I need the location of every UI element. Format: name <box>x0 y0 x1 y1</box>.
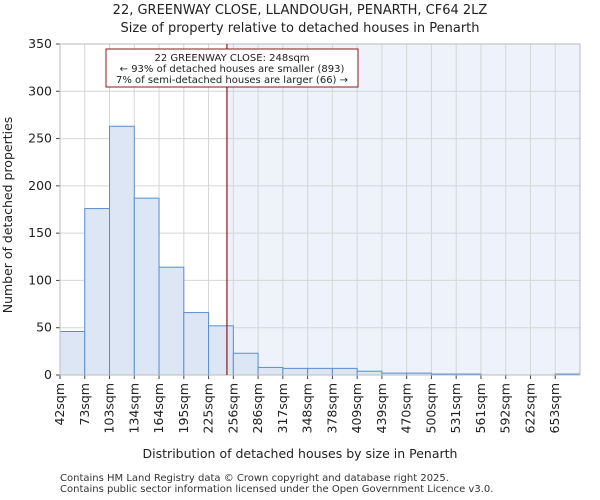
annotation-line-1: 22 GREENWAY CLOSE: 248sqm <box>154 53 309 64</box>
x-tick-label: 409sqm <box>349 383 364 433</box>
footer-line-1: Contains HM Land Registry data © Crown c… <box>60 473 449 484</box>
bars <box>59 125 581 376</box>
plot-frame <box>59 43 581 376</box>
x-tick-label: 531sqm <box>448 383 463 433</box>
y-tick-label: 100 <box>28 272 52 287</box>
annotation-line-2: ← 93% of detached houses are smaller (89… <box>120 64 345 75</box>
y-tick-label: 150 <box>28 225 52 240</box>
x-tick-label: 42sqm <box>52 383 67 426</box>
x-tick-label: 317sqm <box>275 383 290 433</box>
annotation-box <box>105 48 359 88</box>
y-axis-label: Number of detached properties <box>0 117 15 314</box>
x-tick-label: 500sqm <box>423 383 438 433</box>
x-tick-label: 378sqm <box>324 383 339 433</box>
footer-line-2: Contains public sector information licen… <box>60 484 494 495</box>
x-tick-label: 470sqm <box>399 383 414 433</box>
x-tick-label: 225sqm <box>201 383 216 433</box>
y-tick-label: 250 <box>28 131 52 146</box>
x-tick-label: 164sqm <box>151 383 166 433</box>
x-tick-label: 561sqm <box>473 383 488 433</box>
bar-73sqm <box>84 208 111 376</box>
x-tick-label: 256sqm <box>225 383 240 433</box>
x-tick-label: 195sqm <box>176 383 191 433</box>
x-axis-label: Distribution of detached houses by size … <box>143 446 458 461</box>
bar-42sqm <box>59 330 86 376</box>
y-tick-label: 50 <box>36 320 52 335</box>
x-tick-label: 348sqm <box>300 383 315 433</box>
bar-103sqm <box>109 125 135 376</box>
x-tick-label: 103sqm <box>102 383 117 433</box>
bar-409sqm <box>356 370 383 376</box>
marker-annotation: 22 GREENWAY CLOSE: 248sqm ← 93% of detac… <box>105 48 359 88</box>
bar-317sqm <box>282 367 309 376</box>
chart-title: 22, GREENWAY CLOSE, LLANDOUGH, PENARTH, … <box>113 3 488 18</box>
y-tick-label: 0 <box>44 367 52 382</box>
bar-378sqm <box>331 367 358 376</box>
y-tick-label: 350 <box>28 36 52 51</box>
bar-195sqm <box>183 312 210 376</box>
x-tick-label: 622sqm <box>522 383 537 433</box>
larger-properties-region <box>226 44 580 375</box>
bar-164sqm <box>158 266 185 376</box>
annotation-line-3: 7% of semi-detached houses are larger (6… <box>116 75 348 86</box>
bar-134sqm <box>133 197 160 376</box>
x-tick-label: 653sqm <box>547 383 562 433</box>
bar-256sqm <box>232 352 259 376</box>
y-tick-label: 200 <box>28 178 52 193</box>
bar-348sqm <box>307 367 333 376</box>
chart-subtitle: Size of property relative to detached ho… <box>120 21 479 36</box>
y-axis-ticks: 0 50 100 150 200 250 300 350 <box>28 36 60 382</box>
bar-286sqm <box>257 366 284 376</box>
x-tick-label: 286sqm <box>250 383 265 433</box>
x-tick-label: 134sqm <box>126 383 141 433</box>
x-tick-label: 592sqm <box>498 383 513 433</box>
x-axis-ticks: 42sqm 73sqm 103sqm 134sqm 164sqm 195sqm 225sqm… <box>52 375 562 433</box>
x-tick-label: 439sqm <box>374 383 389 433</box>
x-tick-label: 73sqm <box>77 383 92 426</box>
bar-225sqm <box>208 325 234 376</box>
y-tick-label: 300 <box>28 83 52 98</box>
